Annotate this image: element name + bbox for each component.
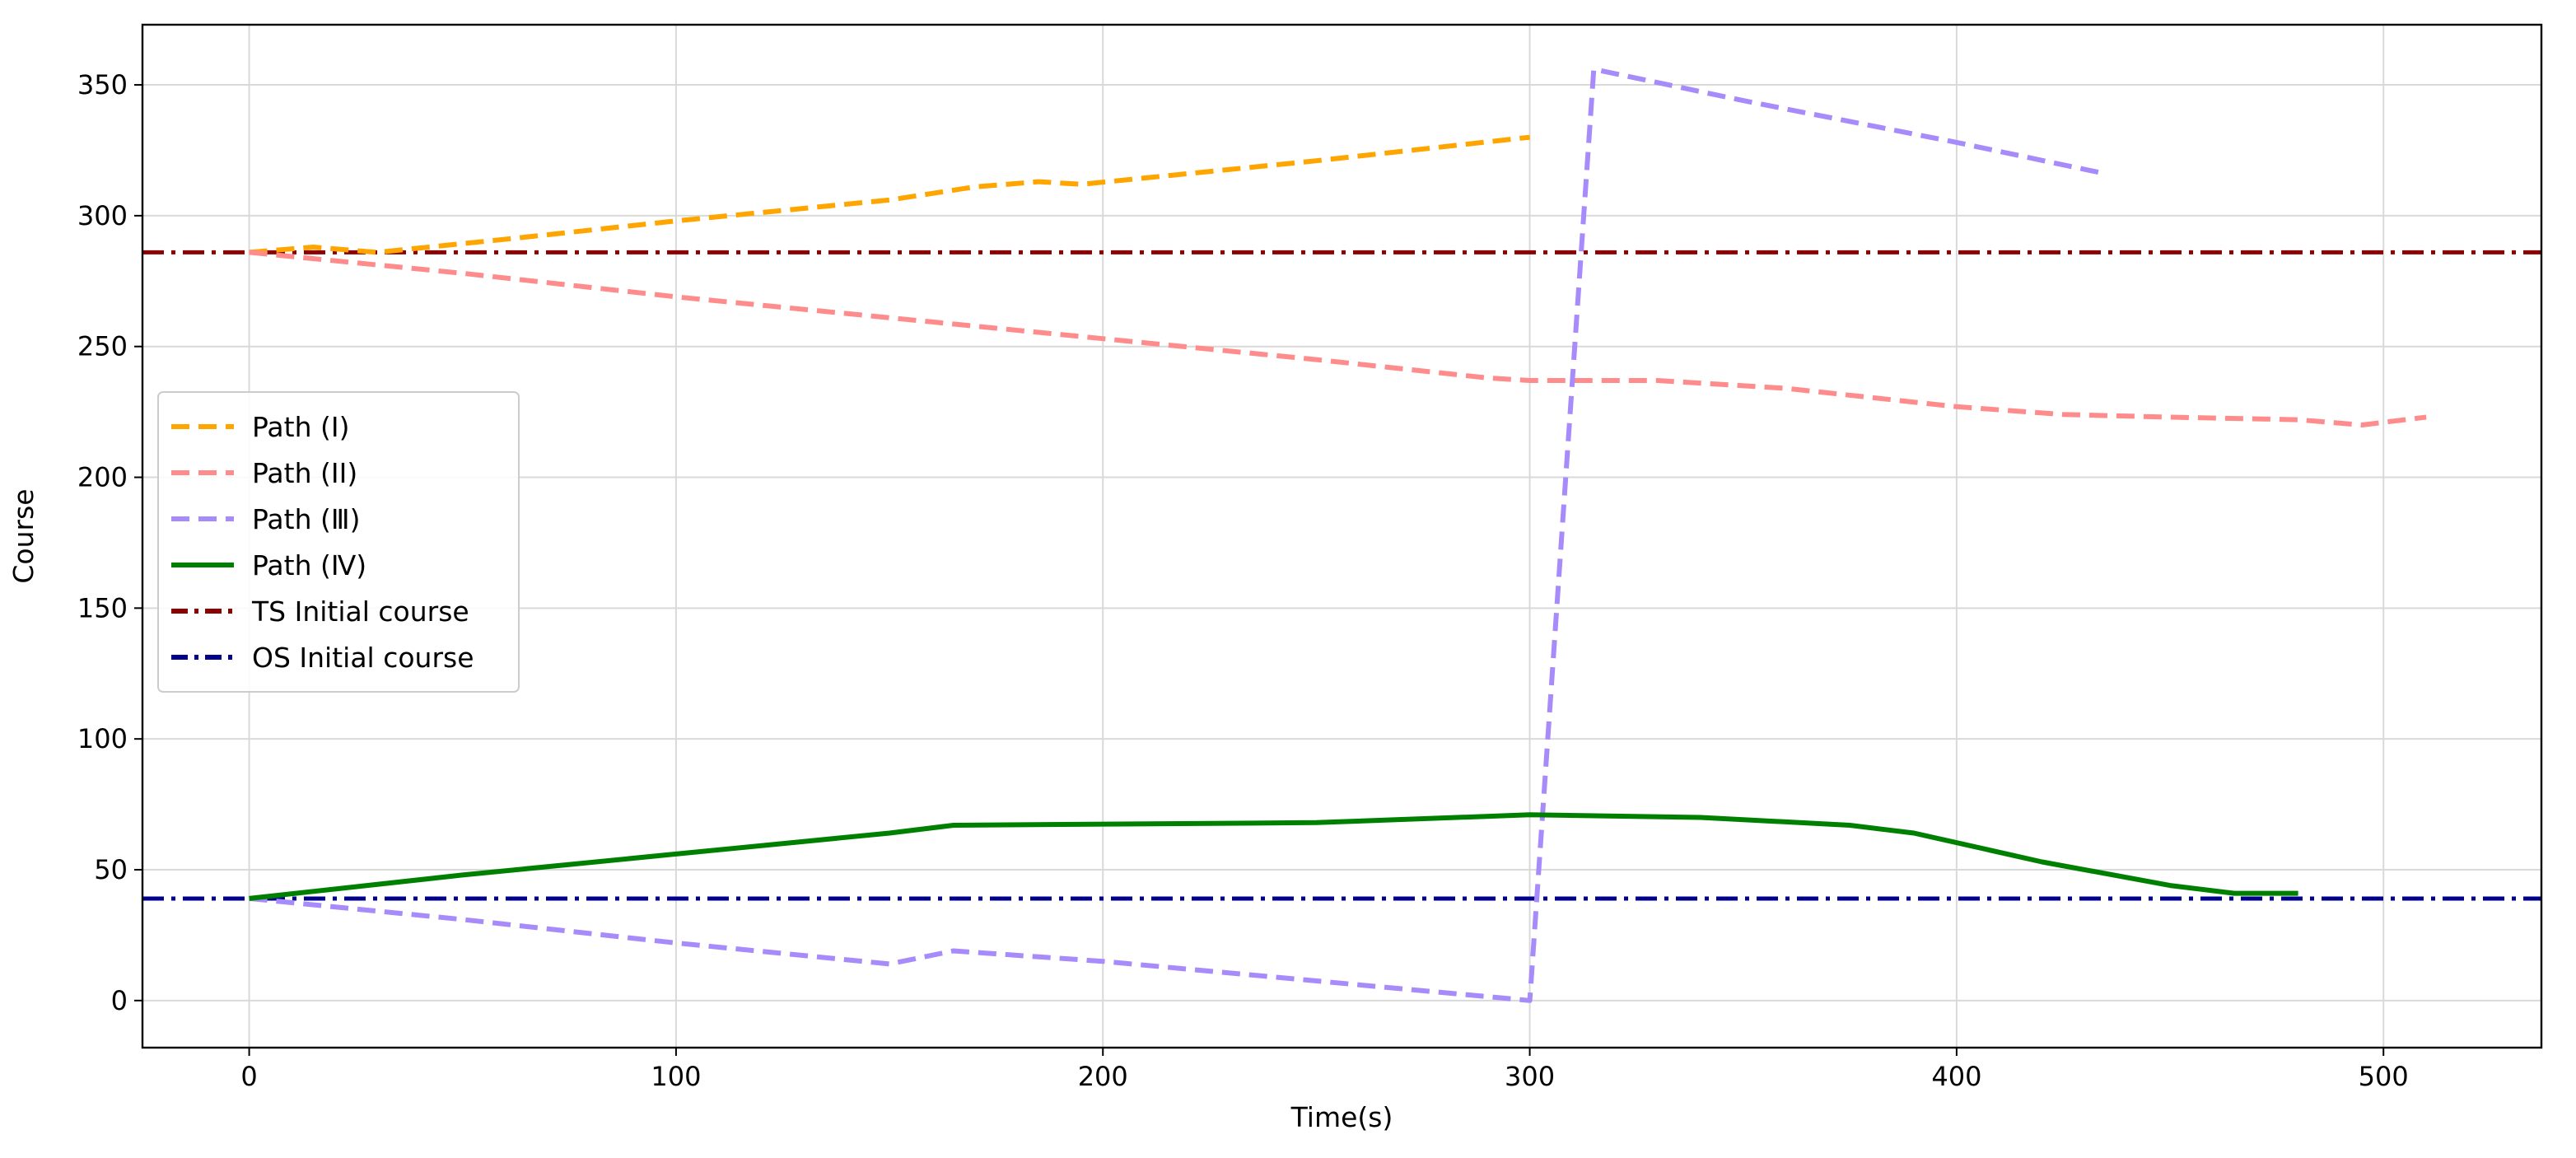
axis-ticks: 0 100 200 300 400 500 0 50 100 150 200 250 300 350: [77, 69, 2409, 1092]
legend-label: TS Initial course: [251, 595, 469, 628]
x-tick-label: 0: [240, 1061, 257, 1092]
plot-frame: [141, 23, 2543, 1049]
x-tick-label: 200: [1078, 1061, 1128, 1092]
y-tick-label: 100: [77, 723, 128, 754]
y-tick-label: 300: [77, 200, 128, 231]
reference-lines: [142, 250, 2541, 901]
series-line: [249, 812, 2298, 901]
series-line: [249, 250, 2427, 427]
legend-label: Path (I): [252, 411, 349, 443]
grid: [142, 25, 2541, 1048]
y-tick-label: 350: [77, 69, 128, 100]
legend: Path (I) Path (II) Path (Ⅲ) Path (Ⅳ) TS Init…: [157, 391, 520, 693]
x-axis-label: Time(s): [1290, 1101, 1393, 1133]
x-tick-label: 500: [2359, 1061, 2409, 1092]
y-tick-label: 50: [94, 854, 128, 885]
legend-label: Path (Ⅲ): [252, 503, 360, 535]
legend-label: Path (Ⅳ): [252, 549, 366, 581]
x-tick-label: 300: [1505, 1061, 1555, 1092]
x-tick-label: 400: [1931, 1061, 1981, 1092]
data-series: [249, 67, 2427, 1003]
y-axis-label: Course: [7, 488, 40, 583]
y-tick-label: 150: [77, 592, 128, 623]
legend-label: OS Initial course: [252, 642, 474, 674]
y-tick-label: 250: [77, 331, 128, 362]
legend-box: [157, 391, 520, 693]
y-tick-label: 0: [111, 985, 128, 1016]
x-tick-label: 100: [651, 1061, 701, 1092]
legend-label: Path (II): [252, 457, 357, 489]
y-tick-label: 200: [77, 462, 128, 493]
series-line: [249, 134, 1530, 255]
series-line: [249, 67, 2107, 1003]
